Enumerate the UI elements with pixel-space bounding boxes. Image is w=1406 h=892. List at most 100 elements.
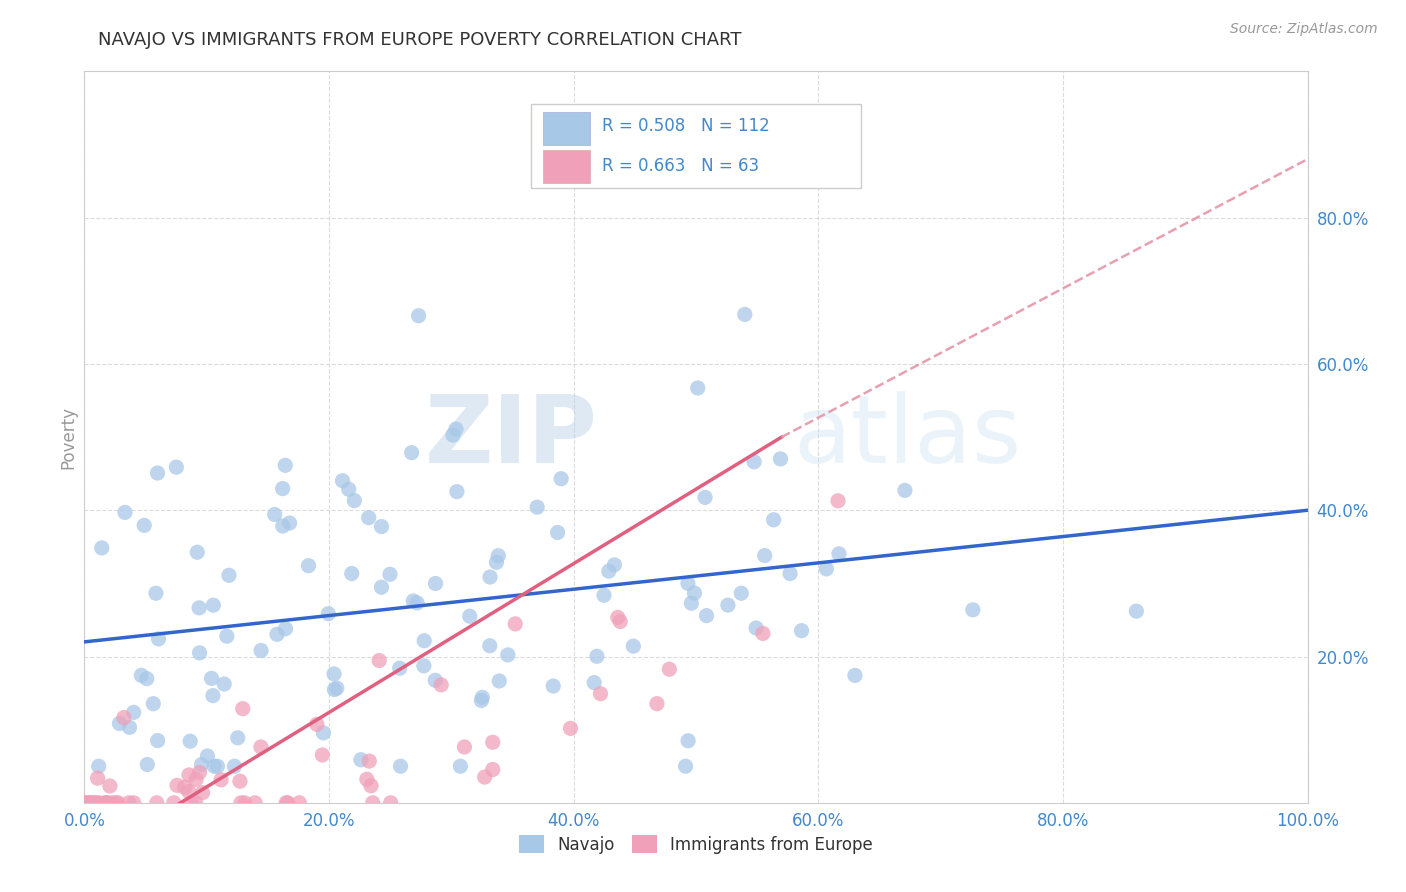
Point: [104, 796, 127, 810]
Point: [274, 622, 297, 636]
Point: [815, 562, 838, 576]
Point: [184, 772, 207, 787]
Point: [114, 505, 136, 519]
Point: [94, 796, 117, 810]
Point: [191, 786, 214, 800]
Point: [769, 451, 792, 466]
Point: [266, 627, 288, 641]
Point: [209, 772, 232, 787]
Point: [288, 796, 311, 810]
Point: [496, 648, 519, 662]
Point: [311, 747, 333, 762]
Point: [717, 598, 740, 612]
Point: [453, 739, 475, 754]
Point: [122, 706, 145, 720]
Point: [340, 566, 363, 581]
Point: [359, 754, 381, 768]
Point: [107, 796, 129, 810]
Point: [337, 483, 360, 497]
Point: [83, 796, 105, 810]
Point: [401, 445, 423, 459]
Point: [541, 679, 564, 693]
Point: [86, 771, 108, 785]
Point: [357, 510, 380, 524]
Point: [274, 458, 297, 473]
Point: [202, 598, 225, 612]
Point: [526, 500, 548, 515]
Point: [305, 717, 328, 731]
Point: [77, 796, 100, 810]
Point: [470, 693, 492, 707]
Point: [683, 586, 706, 600]
Point: [212, 677, 235, 691]
Point: [271, 519, 294, 533]
Point: [368, 653, 391, 667]
Legend: Navajo, Immigrants from Europe: Navajo, Immigrants from Europe: [513, 829, 879, 860]
Point: [406, 596, 429, 610]
Point: [87, 759, 110, 773]
Point: [232, 701, 254, 715]
Y-axis label: Poverty: Poverty: [59, 406, 77, 468]
Point: [218, 568, 240, 582]
Point: [332, 474, 354, 488]
Point: [90, 541, 112, 555]
Point: [250, 739, 273, 754]
Point: [323, 667, 346, 681]
Point: [122, 796, 145, 810]
Point: [229, 774, 252, 789]
Point: [207, 759, 229, 773]
Point: [675, 759, 697, 773]
Point: [323, 682, 346, 697]
Point: [583, 675, 606, 690]
Point: [190, 757, 212, 772]
Point: [593, 588, 616, 602]
Point: [478, 639, 501, 653]
Point: [112, 711, 135, 725]
Point: [754, 549, 776, 563]
Point: [146, 466, 169, 480]
Point: [73, 796, 96, 810]
Point: [188, 600, 211, 615]
Point: [142, 697, 165, 711]
Point: [380, 796, 402, 810]
Point: [779, 566, 801, 581]
Point: [388, 661, 411, 675]
Point: [250, 643, 273, 657]
Point: [730, 586, 752, 600]
Point: [894, 483, 917, 498]
Point: [215, 629, 238, 643]
Point: [547, 525, 569, 540]
Point: [598, 564, 620, 578]
Point: [145, 586, 167, 600]
Point: [278, 516, 301, 530]
Point: [184, 796, 207, 810]
Point: [165, 460, 187, 475]
Point: [560, 722, 582, 736]
Point: [488, 673, 510, 688]
Point: [695, 608, 717, 623]
Point: [148, 632, 170, 646]
Point: [589, 687, 612, 701]
Point: [200, 671, 222, 685]
Point: [197, 748, 219, 763]
Point: [676, 576, 699, 591]
Point: [188, 765, 211, 780]
Point: [98, 779, 121, 793]
Point: [503, 616, 526, 631]
Point: [277, 796, 299, 810]
Text: ZIP: ZIP: [425, 391, 598, 483]
Point: [146, 796, 169, 810]
Text: Source: ZipAtlas.com: Source: ZipAtlas.com: [1230, 22, 1378, 37]
Point: [471, 690, 494, 705]
Point: [136, 757, 159, 772]
Point: [297, 558, 319, 573]
Point: [361, 796, 384, 810]
Point: [378, 567, 401, 582]
Point: [370, 519, 392, 533]
Point: [224, 759, 246, 773]
Text: R = 0.663   N = 63: R = 0.663 N = 63: [602, 158, 759, 176]
Point: [326, 681, 349, 695]
Point: [486, 549, 509, 563]
Point: [645, 697, 668, 711]
Point: [146, 733, 169, 747]
